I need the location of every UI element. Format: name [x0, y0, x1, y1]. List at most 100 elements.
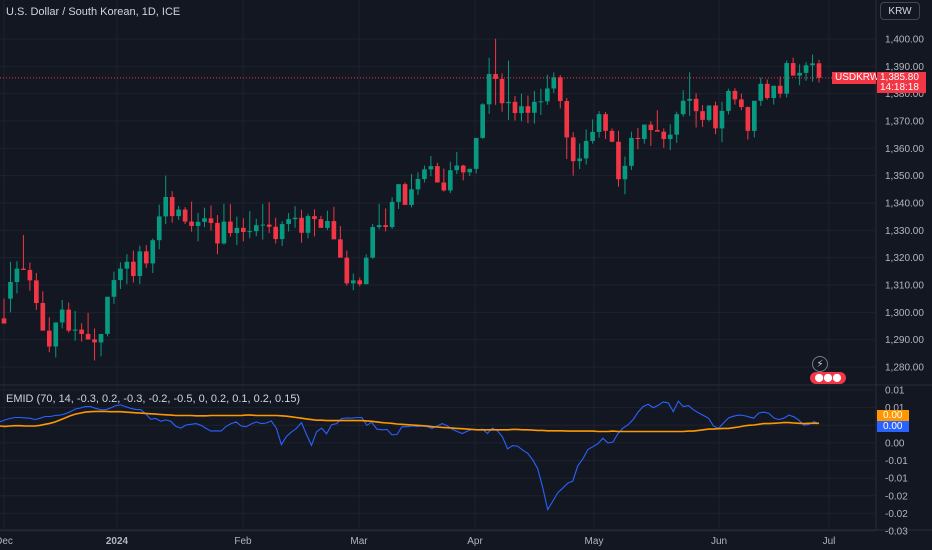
indicator-pane: 0.010.010.000.00-0.01-0.01-0.02-0.02-0.0…	[0, 386, 908, 538]
candle-body	[693, 98, 699, 112]
candle	[713, 101, 718, 135]
candle-body	[27, 269, 33, 281]
indicator-tick-label: 0.00	[885, 438, 905, 449]
candle-body	[551, 77, 557, 89]
candle	[810, 54, 815, 82]
candle	[687, 72, 692, 116]
candle-body	[228, 221, 233, 234]
candle	[350, 273, 356, 291]
candle-body	[732, 90, 738, 100]
candle	[603, 111, 608, 140]
candle	[292, 206, 298, 228]
candle	[79, 323, 84, 342]
candle-body	[72, 329, 78, 331]
candle	[661, 128, 667, 148]
candle	[66, 302, 72, 333]
currency-button[interactable]: KRW	[880, 2, 920, 20]
candle	[305, 213, 311, 239]
candle-body	[422, 169, 427, 179]
countdown-tag: 14:18:18	[877, 82, 926, 93]
candle-body	[751, 100, 757, 131]
candle-body	[706, 105, 712, 120]
price-tick-label: 1,380.00	[885, 89, 924, 100]
ema-value-tag: 0.00	[877, 410, 909, 421]
candle-body	[486, 73, 492, 105]
candle-body	[409, 189, 414, 205]
candle-body	[739, 99, 744, 108]
emid-line	[0, 400, 820, 512]
candle	[1, 298, 7, 324]
time-tick-label: Mar	[350, 536, 368, 547]
candle-body	[635, 137, 641, 140]
candle	[506, 60, 511, 120]
indicator-tick-label: -0.01	[885, 474, 908, 485]
candle-body	[473, 137, 479, 169]
indicator-tick-label: -0.02	[885, 509, 908, 520]
candle-body	[402, 184, 408, 205]
candle	[260, 204, 266, 240]
candle-body	[771, 85, 777, 99]
candle-body	[176, 209, 181, 217]
candle	[118, 262, 123, 290]
candle	[8, 261, 13, 313]
candle-body	[53, 322, 59, 347]
candle-body	[596, 114, 602, 132]
candle	[299, 209, 304, 243]
emid-value-tag: 0.00	[877, 421, 909, 432]
candle-body	[538, 101, 544, 103]
economic-events-icon[interactable]: ⬤⬤⬤	[810, 372, 846, 384]
ema-line	[0, 410, 819, 433]
candle	[92, 328, 97, 361]
candle-body	[14, 268, 20, 282]
candle-body	[350, 280, 356, 284]
candle	[357, 277, 363, 287]
candle	[21, 234, 26, 270]
candle-body	[810, 63, 815, 66]
candle-body	[312, 216, 317, 220]
candle-body	[654, 130, 660, 132]
candle-body	[493, 73, 498, 79]
candle	[545, 74, 550, 105]
candle	[72, 310, 78, 341]
candle-body	[629, 137, 634, 166]
candle	[447, 161, 453, 194]
price-tick-label: 1,360.00	[885, 144, 924, 155]
candle-body	[428, 166, 434, 170]
candle	[635, 128, 641, 150]
candle-body	[499, 78, 505, 104]
candle	[383, 208, 388, 232]
candle	[131, 250, 136, 283]
candle	[570, 132, 576, 176]
time-tick-label: May	[585, 536, 604, 547]
candle-body	[764, 83, 770, 99]
candle	[402, 182, 408, 205]
candle	[195, 212, 201, 242]
candle	[325, 210, 330, 231]
candle	[745, 106, 751, 140]
candle-body	[137, 251, 143, 276]
candle-body	[790, 63, 796, 76]
candle-body	[525, 106, 531, 113]
price-tick-label: 1,280.00	[885, 363, 924, 374]
candle-body	[156, 216, 162, 241]
candle	[648, 121, 654, 146]
candle	[629, 131, 634, 170]
candle	[111, 271, 117, 304]
candle-body	[415, 178, 421, 190]
candle	[137, 245, 143, 285]
candle	[247, 210, 253, 239]
candle	[706, 105, 712, 122]
candle	[215, 215, 220, 255]
candle	[609, 128, 615, 143]
candle-body	[564, 101, 570, 138]
candle-body	[616, 141, 621, 180]
candle-body	[208, 218, 214, 223]
candle	[34, 272, 39, 310]
lightning-icon[interactable]: ⚡	[812, 356, 828, 372]
candle-body	[519, 106, 524, 114]
candle-body	[163, 196, 169, 217]
candle-body	[460, 165, 466, 173]
candle-body	[557, 77, 563, 102]
candle-body	[797, 72, 802, 76]
